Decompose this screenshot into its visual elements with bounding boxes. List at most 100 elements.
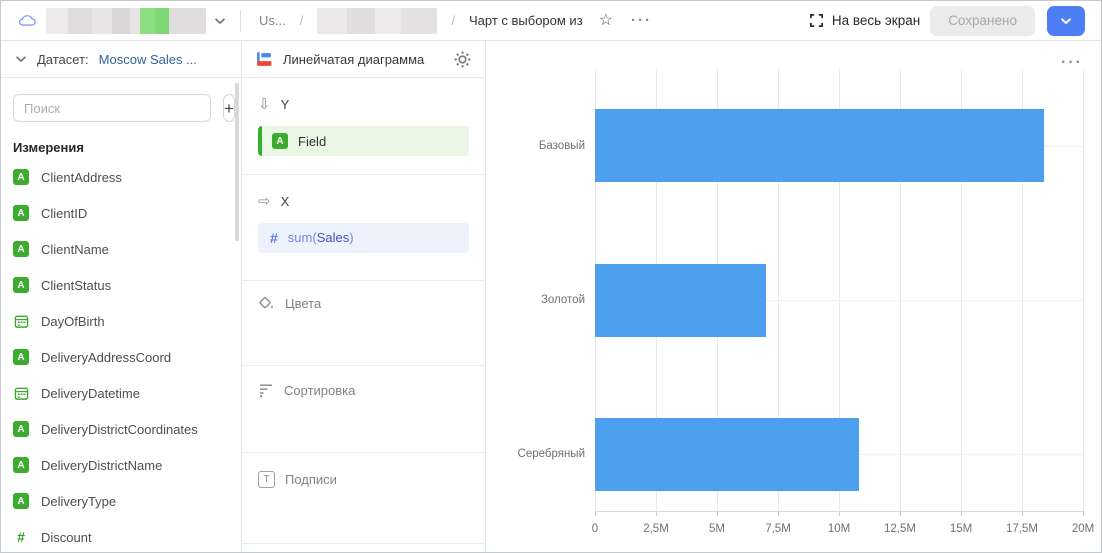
axis-tick-mark bbox=[900, 511, 901, 516]
string-field-icon: A bbox=[272, 133, 288, 149]
gridline-vertical bbox=[778, 69, 779, 511]
field-item[interactable]: DayOfBirth bbox=[1, 303, 241, 339]
field-label: DayOfBirth bbox=[41, 313, 105, 329]
field-label: ClientStatus bbox=[41, 277, 112, 293]
field-list: A ClientAddress A ClientID A ClientName A Clien… bbox=[1, 159, 241, 552]
shelf-y-field-name: Field bbox=[298, 133, 327, 149]
x-axis-line bbox=[595, 511, 1083, 512]
redacted-workspace-name bbox=[46, 7, 206, 34]
field-item[interactable]: A DeliveryDistrictName bbox=[1, 447, 241, 483]
string-field-icon: A bbox=[13, 205, 29, 221]
date-field-icon bbox=[13, 385, 29, 401]
string-field-icon: A bbox=[13, 277, 29, 293]
dataset-chevron-down-icon[interactable] bbox=[15, 55, 27, 63]
x-axis-tick-label: 2,5M bbox=[643, 523, 669, 535]
date-field-icon bbox=[13, 313, 29, 329]
field-label: DeliveryDistrictCoordinates bbox=[41, 421, 198, 437]
y-category-label: Золотой bbox=[540, 293, 585, 306]
field-item[interactable]: A ClientAddress bbox=[1, 159, 241, 195]
add-field-button[interactable]: + bbox=[223, 94, 235, 122]
x-axis-tick-label: 20M bbox=[1071, 523, 1095, 535]
chart-more-menu-icon[interactable]: ··· bbox=[1061, 54, 1083, 71]
chart-preview-panel: ··· 0 2,5M 5M 7,5M 10M 12,5M 15M 17,5M 20M Базовы… bbox=[486, 41, 1101, 552]
field-label: ClientAddress bbox=[41, 169, 122, 185]
cloud-icon bbox=[17, 13, 38, 28]
gridline-vertical bbox=[839, 69, 840, 511]
save-dropdown-button[interactable] bbox=[1047, 5, 1085, 36]
colors-drop-zone[interactable]: Цвета bbox=[242, 281, 485, 366]
header-divider bbox=[240, 9, 241, 32]
field-search-input[interactable] bbox=[13, 94, 211, 122]
gridline-vertical bbox=[1083, 69, 1084, 511]
field-label: DeliveryAddressCoord bbox=[41, 349, 172, 365]
gridline-vertical bbox=[900, 69, 901, 511]
field-label: ClientName bbox=[41, 241, 109, 257]
workspace-chevron-down-icon[interactable] bbox=[214, 17, 226, 25]
bar-Серебряный[interactable] bbox=[595, 418, 859, 491]
field-label: DeliveryType bbox=[41, 493, 117, 509]
fullscreen-label: На весь экран bbox=[831, 13, 921, 28]
chart-settings-gear-icon[interactable] bbox=[454, 51, 471, 68]
bar-Золотой[interactable] bbox=[595, 264, 766, 337]
sidebar-scrollbar[interactable] bbox=[235, 83, 239, 241]
field-item[interactable]: A DeliveryAddressCoord bbox=[1, 339, 241, 375]
axis-tick-mark bbox=[1083, 511, 1084, 516]
sort-zone-label: Сортировка bbox=[284, 382, 356, 398]
arrow-right-icon: ⇨ bbox=[258, 192, 271, 210]
y-category-label: Серебряный bbox=[517, 447, 585, 460]
bar-chart-type-icon bbox=[256, 51, 273, 68]
string-field-icon: A bbox=[13, 457, 29, 473]
axis-tick-mark bbox=[839, 511, 840, 516]
axis-tick-mark bbox=[961, 511, 962, 516]
shelf-y-field-pill[interactable]: A Field bbox=[258, 126, 469, 156]
field-item[interactable]: A ClientID bbox=[1, 195, 241, 231]
saved-button[interactable]: Сохранено bbox=[930, 5, 1035, 36]
field-label: ClientID bbox=[41, 205, 88, 221]
axis-tick-mark bbox=[717, 511, 718, 516]
dataset-name-link[interactable]: Moscow Sales ... bbox=[98, 51, 197, 67]
paint-bucket-icon bbox=[258, 295, 275, 312]
shelf-x-field-pill[interactable]: # sum(Sales) bbox=[258, 223, 469, 253]
shelf-x-section: ⇨ X # sum(Sales) bbox=[242, 175, 485, 281]
y-category-label: Базовый bbox=[538, 139, 585, 152]
fullscreen-button[interactable]: На весь экран bbox=[809, 13, 920, 28]
string-field-icon: A bbox=[13, 169, 29, 185]
fullscreen-icon bbox=[809, 13, 824, 28]
shelf-x-label: X bbox=[280, 193, 290, 209]
favorite-star-icon[interactable]: ☆ bbox=[598, 11, 614, 29]
breadcrumb-more-menu-icon[interactable]: ··· bbox=[631, 12, 653, 29]
breadcrumb-separator: / bbox=[451, 13, 455, 28]
shelf-x-formula: sum(Sales) bbox=[287, 230, 354, 245]
labels-zone-label: Подписи bbox=[285, 471, 337, 487]
field-item[interactable]: A ClientStatus bbox=[1, 267, 241, 303]
dataset-row: Датасет: Moscow Sales ... bbox=[1, 41, 241, 78]
axis-tick-mark bbox=[595, 511, 596, 516]
shelf-y-section: ⇩ Y A Field bbox=[242, 78, 485, 175]
field-item[interactable]: A DeliveryType bbox=[1, 483, 241, 519]
breadcrumb-prefix[interactable]: Us... bbox=[259, 13, 286, 28]
gridline-vertical bbox=[961, 69, 962, 511]
field-item[interactable]: DeliveryDatetime bbox=[1, 375, 241, 411]
field-item[interactable]: # Discount bbox=[1, 519, 241, 552]
breadcrumb-separator: / bbox=[299, 13, 304, 28]
field-item[interactable]: A DeliveryDistrictCoordinates bbox=[1, 411, 241, 447]
pill-accent-bar bbox=[258, 126, 262, 156]
shelf-y-label: Y bbox=[280, 96, 290, 112]
gridline-horizontal bbox=[595, 299, 1083, 301]
top-header: Us... / / Чарт с выбором из ☆ ··· На вес… bbox=[1, 1, 1101, 41]
x-axis-tick-label: 12,5M bbox=[884, 523, 916, 535]
x-axis-tick-label: 7,5M bbox=[765, 523, 791, 535]
number-field-icon: # bbox=[270, 230, 278, 246]
chart-type-label[interactable]: Линейчатая диаграмма bbox=[283, 51, 425, 67]
sort-drop-zone[interactable]: Сортировка bbox=[242, 366, 485, 453]
number-field-icon: # bbox=[17, 529, 25, 545]
sort-icon bbox=[258, 382, 274, 398]
field-item[interactable]: A ClientName bbox=[1, 231, 241, 267]
bar-Базовый[interactable] bbox=[595, 109, 1044, 182]
axis-tick-mark bbox=[778, 511, 779, 516]
string-field-icon: A bbox=[13, 493, 29, 509]
redacted-breadcrumb-item bbox=[317, 7, 438, 34]
labels-drop-zone[interactable]: T Подписи bbox=[242, 453, 485, 544]
arrow-down-icon: ⇩ bbox=[258, 95, 271, 113]
field-label: DeliveryDatetime bbox=[41, 385, 140, 401]
